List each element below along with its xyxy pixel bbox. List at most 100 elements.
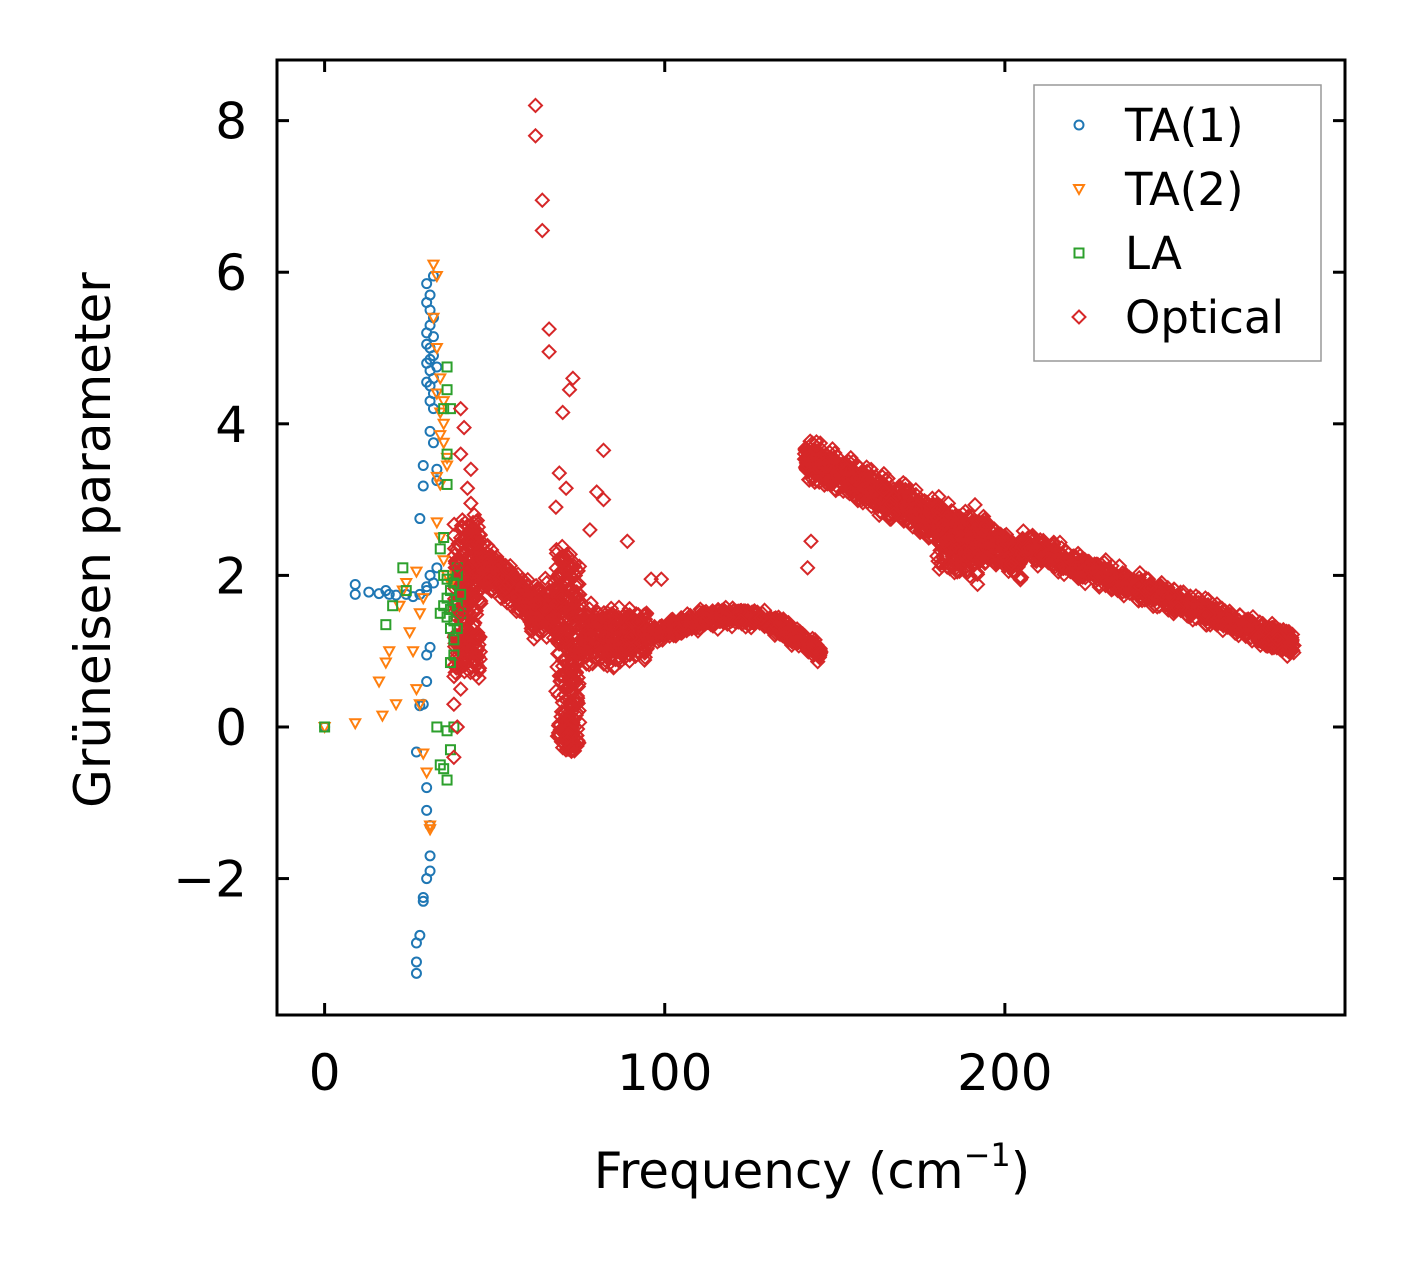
optical-cloud-point bbox=[1100, 561, 1117, 577]
optical-point-cloud bbox=[445, 433, 1302, 760]
point-optical bbox=[534, 192, 551, 209]
point-ta2 bbox=[416, 593, 430, 606]
point-optical bbox=[449, 719, 466, 735]
optical-cloud-point bbox=[551, 645, 567, 662]
point-optical bbox=[799, 559, 816, 576]
optical-cloud-point bbox=[958, 517, 975, 533]
optical-cloud-point bbox=[853, 475, 870, 492]
optical-cloud-point bbox=[782, 622, 799, 638]
optical-cloud-point bbox=[581, 656, 597, 673]
point-ta2 bbox=[423, 824, 437, 837]
point-optical bbox=[582, 522, 598, 538]
point-ta1 bbox=[421, 873, 433, 885]
point-optical bbox=[462, 461, 479, 478]
optical-cloud-point bbox=[553, 616, 570, 632]
point-optical bbox=[456, 419, 472, 436]
optical-cloud-point bbox=[724, 600, 741, 617]
point-ta1 bbox=[417, 480, 429, 492]
optical-cloud-point bbox=[1170, 600, 1186, 616]
point-ta2 bbox=[419, 767, 434, 780]
point-ta2 bbox=[402, 627, 417, 640]
optical-cloud-point bbox=[907, 506, 924, 523]
optical-cloud-point bbox=[593, 643, 609, 660]
legend-label: TA(2) bbox=[1124, 163, 1244, 216]
point-ta1 bbox=[421, 782, 433, 794]
optical-cloud-point bbox=[616, 638, 633, 654]
optical-cloud-point bbox=[551, 667, 568, 684]
point-ta2 bbox=[379, 657, 393, 670]
point-ta2 bbox=[375, 710, 390, 723]
point-la bbox=[444, 604, 456, 616]
point-ta2 bbox=[348, 718, 362, 731]
optical-cloud-point bbox=[499, 594, 516, 611]
optical-cloud-point bbox=[1075, 562, 1092, 579]
legend: TA(1) TA(2) LA Optical bbox=[1033, 84, 1322, 362]
optical-cloud-point bbox=[1201, 606, 1217, 623]
optical-cloud-point bbox=[1068, 558, 1085, 575]
point-optical bbox=[527, 97, 544, 114]
optical-cloud-point bbox=[463, 570, 480, 587]
optical-cloud-point bbox=[549, 568, 565, 585]
optical-cloud-point bbox=[665, 615, 682, 632]
optical-cloud-point bbox=[572, 646, 589, 663]
optical-cloud-point bbox=[875, 482, 892, 498]
legend-label: TA(1) bbox=[1124, 99, 1244, 152]
point-optical bbox=[547, 499, 564, 516]
point-la bbox=[451, 622, 463, 634]
optical-cloud-point bbox=[461, 626, 477, 643]
optical-cloud-point bbox=[802, 448, 818, 465]
point-ta1 bbox=[421, 676, 433, 688]
optical-cloud-point bbox=[806, 638, 822, 655]
optical-cloud-point bbox=[886, 490, 903, 507]
point-ta1 bbox=[424, 641, 436, 653]
optical-cloud-point bbox=[733, 613, 749, 629]
point-ta2 bbox=[430, 388, 444, 401]
optical-cloud-point bbox=[973, 551, 990, 568]
point-optical bbox=[459, 480, 476, 497]
optical-cloud-point bbox=[456, 663, 473, 680]
optical-cloud-point bbox=[800, 639, 817, 656]
optical-cloud-point bbox=[1269, 631, 1286, 648]
optical-cloud-point bbox=[558, 630, 574, 646]
optical-cloud-point bbox=[649, 626, 666, 642]
optical-cloud-point bbox=[1087, 562, 1104, 579]
optical-cloud-point bbox=[713, 607, 730, 624]
optical-cloud-point bbox=[1100, 565, 1116, 582]
optical-cloud-point bbox=[1079, 565, 1096, 582]
point-ta1 bbox=[431, 361, 443, 373]
optical-cloud-point bbox=[682, 614, 699, 631]
point-la bbox=[448, 634, 460, 646]
optical-cloud-point bbox=[553, 632, 570, 648]
optical-cloud-point bbox=[467, 666, 484, 683]
optical-cloud-point bbox=[815, 456, 832, 472]
point-la bbox=[441, 448, 453, 460]
point-la bbox=[448, 615, 460, 627]
point-optical bbox=[452, 605, 469, 622]
optical-cloud-point bbox=[607, 651, 624, 668]
optical-cloud-point bbox=[733, 615, 750, 632]
optical-cloud-point bbox=[649, 633, 666, 650]
point-ta2 bbox=[430, 471, 444, 484]
optical-cloud-point bbox=[500, 575, 517, 592]
optical-cloud-point bbox=[597, 624, 614, 641]
optical-cloud-point bbox=[916, 523, 933, 540]
optical-cloud-point bbox=[464, 598, 480, 615]
optical-cloud-point bbox=[590, 612, 607, 629]
optical-cloud-point bbox=[561, 603, 578, 620]
point-ta1 bbox=[417, 895, 429, 907]
optical-cloud-point bbox=[452, 529, 469, 546]
optical-cloud-point bbox=[731, 603, 747, 620]
x-axis-title: Frequency (cm−1) bbox=[594, 1136, 1031, 1200]
optical-cloud-point bbox=[1142, 580, 1159, 597]
optical-cloud-point bbox=[1003, 555, 1020, 572]
optical-cloud-point bbox=[603, 606, 620, 623]
point-ta2 bbox=[430, 343, 444, 356]
point-optical bbox=[452, 446, 469, 463]
point-la bbox=[441, 478, 453, 490]
optical-cloud-point bbox=[578, 655, 595, 672]
point-ta1 bbox=[421, 376, 433, 388]
optical-cloud-point bbox=[1285, 644, 1302, 661]
optical-cloud-point bbox=[975, 527, 991, 544]
point-ta1 bbox=[421, 804, 433, 816]
optical-cloud-point bbox=[826, 445, 843, 461]
